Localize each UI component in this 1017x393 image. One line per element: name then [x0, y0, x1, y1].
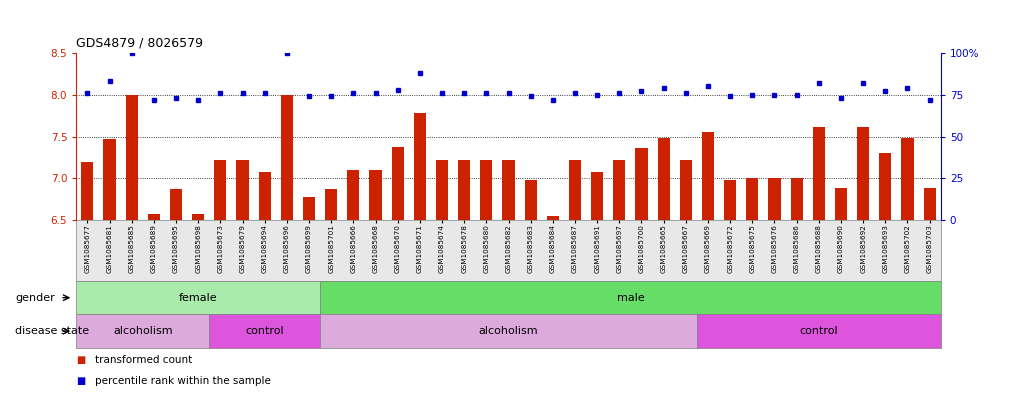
Text: GDS4879 / 8026579: GDS4879 / 8026579 — [76, 36, 203, 49]
Text: control: control — [799, 326, 838, 336]
Bar — [923, 188, 936, 220]
Text: male: male — [616, 293, 645, 303]
Bar — [125, 95, 137, 220]
Text: ■: ■ — [76, 376, 85, 386]
Bar — [414, 113, 426, 220]
Text: gender: gender — [15, 293, 55, 303]
Text: female: female — [179, 293, 218, 303]
Bar — [81, 162, 94, 220]
Bar — [857, 127, 870, 220]
Bar — [901, 138, 913, 220]
Bar — [236, 160, 248, 220]
Bar — [215, 160, 227, 220]
Bar — [104, 139, 116, 220]
Bar — [880, 153, 892, 220]
Bar — [613, 160, 625, 220]
Bar — [258, 172, 271, 220]
Bar — [170, 189, 182, 220]
Bar — [679, 160, 692, 220]
Bar — [591, 172, 603, 220]
Bar — [303, 196, 315, 220]
Bar — [769, 178, 781, 220]
Text: alcoholism: alcoholism — [479, 326, 538, 336]
Bar — [347, 170, 359, 220]
Bar — [281, 95, 293, 220]
Bar — [502, 160, 515, 220]
Bar — [569, 160, 581, 220]
Text: transformed count: transformed count — [95, 354, 192, 365]
Bar — [325, 189, 338, 220]
Bar — [369, 170, 381, 220]
Text: disease state: disease state — [15, 326, 89, 336]
Bar — [147, 214, 160, 220]
Bar — [547, 216, 559, 220]
Bar — [790, 178, 802, 220]
Bar — [813, 127, 825, 220]
Text: alcoholism: alcoholism — [113, 326, 173, 336]
Bar — [746, 178, 759, 220]
Bar — [658, 138, 670, 220]
Bar — [436, 160, 448, 220]
Text: percentile rank within the sample: percentile rank within the sample — [95, 376, 271, 386]
Bar — [480, 160, 492, 220]
Bar — [636, 148, 648, 220]
Bar — [835, 188, 847, 220]
Bar — [192, 214, 204, 220]
Bar — [392, 147, 404, 220]
Text: control: control — [245, 326, 284, 336]
Bar — [702, 132, 714, 220]
Bar — [724, 180, 736, 220]
Bar — [525, 180, 537, 220]
Bar — [458, 160, 470, 220]
Text: ■: ■ — [76, 354, 85, 365]
